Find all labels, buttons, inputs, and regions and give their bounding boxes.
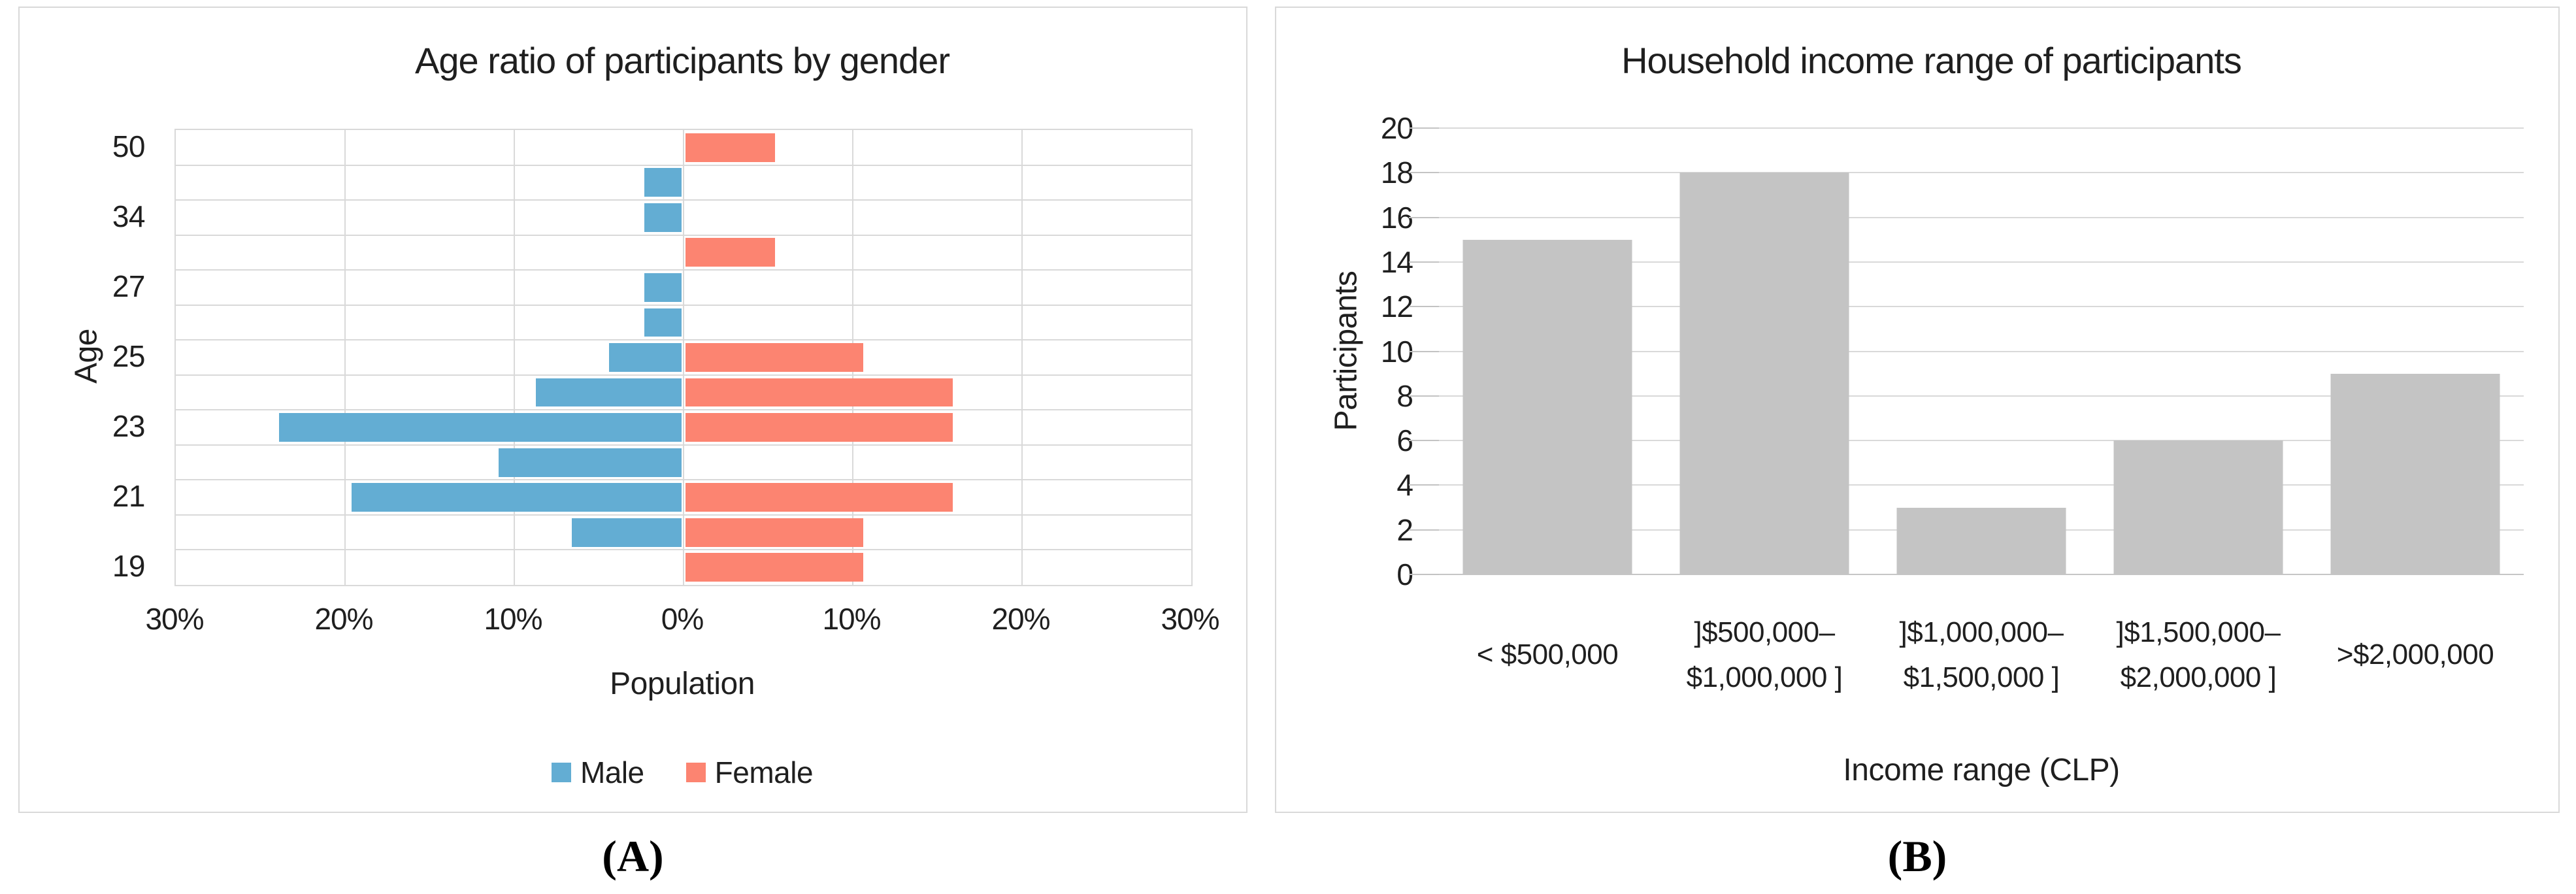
male-bar xyxy=(608,343,682,372)
income-bar xyxy=(2113,440,2283,574)
age-tick-label: 34 xyxy=(112,199,146,233)
income-axis-tick xyxy=(1409,574,1439,575)
male-bar xyxy=(499,448,682,477)
income-category-labels: < $500,000 ]$500,000– $1,000,000 ] ]$1,000… xyxy=(1439,598,2524,712)
income-gridline xyxy=(1439,127,2524,129)
age-tick-label: 50 xyxy=(112,129,146,163)
age-tick-label: 21 xyxy=(112,479,146,514)
income-gridline xyxy=(1439,484,2524,486)
income-axis-tick xyxy=(1409,395,1439,397)
pyramid-chart-title: Age ratio of participants by gender xyxy=(415,40,950,81)
income-gridline xyxy=(1439,172,2524,174)
income-bar xyxy=(2330,373,2500,574)
income-category-label: ]$1,000,000– $1,500,000 ] xyxy=(1899,616,2064,693)
income-axis-tick xyxy=(1409,306,1439,308)
participants-y-tick-label: 20 xyxy=(1380,111,1413,145)
participants-y-tick-label: 18 xyxy=(1380,156,1413,190)
income-category-label: ]$1,500,000– $2,000,000 ] xyxy=(2116,616,2281,693)
income-axis-tick xyxy=(1409,529,1439,531)
income-x-axis-title: Income range (CLP) xyxy=(1843,753,2120,787)
female-swatch-icon xyxy=(685,763,706,782)
pyramid-plot-area xyxy=(174,129,1193,586)
participants-y-tick-label: 12 xyxy=(1380,290,1413,324)
pyramid-age-tick-labels: 50 34 27 25 23 21 19 xyxy=(80,129,146,584)
age-tick-label: 19 xyxy=(112,549,146,584)
participants-y-tick-label: 16 xyxy=(1380,200,1413,235)
income-bar xyxy=(1679,173,1849,574)
income-gridline xyxy=(1439,574,2524,575)
female-bar xyxy=(685,343,863,372)
participants-y-tick-label: 14 xyxy=(1380,244,1413,279)
income-category-label: >$2,000,000 xyxy=(2336,638,2494,671)
male-bar xyxy=(644,168,682,197)
female-bar xyxy=(685,413,953,442)
age-tick-label: 25 xyxy=(112,339,146,373)
female-bar xyxy=(685,553,863,582)
income-axis-tick xyxy=(1409,484,1439,486)
legend-item-female: Female xyxy=(685,755,814,790)
panel-b: Household income range of participants P… xyxy=(1275,7,2560,813)
male-bar xyxy=(644,308,682,337)
male-bar xyxy=(351,483,682,512)
income-gridline xyxy=(1439,216,2524,218)
income-axis-tick xyxy=(1409,440,1439,442)
male-bar xyxy=(536,378,682,407)
age-tick-label: 27 xyxy=(112,269,146,303)
pyramid-percent-gridline xyxy=(513,130,515,585)
female-bar xyxy=(685,483,953,512)
income-axis-tick xyxy=(1409,261,1439,263)
female-bar xyxy=(685,133,776,162)
income-category-label: < $500,000 xyxy=(1476,638,1619,671)
income-axis-tick xyxy=(1409,216,1439,218)
income-axis-tick xyxy=(1409,172,1439,174)
male-bar xyxy=(278,413,682,442)
income-axis-tick xyxy=(1409,350,1439,352)
income-bar xyxy=(1896,507,2066,574)
income-gridline xyxy=(1439,395,2524,397)
population-x-tick-label: 30% xyxy=(145,602,204,636)
legend-item-male: Male xyxy=(551,755,644,790)
caption-panel-b: (B) xyxy=(1887,831,1947,881)
income-gridline xyxy=(1439,350,2524,352)
population-x-tick-label: 20% xyxy=(991,602,1050,636)
male-bar xyxy=(644,273,682,302)
income-gridline xyxy=(1439,440,2524,442)
income-gridline xyxy=(1439,261,2524,263)
female-bar xyxy=(685,378,953,407)
panel-a: Age ratio of participants by gender Age … xyxy=(18,7,1247,813)
income-y-tick-labels: 0 2 4 6 8 10 12 14 16 18 20 xyxy=(1354,111,1413,591)
pyramid-x-axis-title: Population xyxy=(610,667,755,701)
pyramid-legend: Male Female xyxy=(174,753,1190,792)
income-chart-title: Household income range of participants xyxy=(1621,40,2242,81)
income-bar xyxy=(1462,239,1632,574)
pyramid-percent-gridline xyxy=(1021,130,1023,585)
pyramid-x-tick-labels: 30% 20% 10% 0% 10% 20% 30% xyxy=(145,599,1219,638)
male-swatch-icon xyxy=(551,763,571,782)
legend-label: Male xyxy=(580,755,644,789)
population-x-tick-label: 0% xyxy=(661,602,704,636)
income-plot-area xyxy=(1409,127,2524,575)
male-bar xyxy=(571,518,682,547)
population-x-tick-label: 10% xyxy=(484,602,542,636)
participants-y-tick-label: 10 xyxy=(1380,334,1413,369)
population-x-tick-label: 20% xyxy=(314,602,373,636)
income-gridline xyxy=(1439,306,2524,308)
male-bar xyxy=(644,203,682,232)
caption-panel-a: (A) xyxy=(602,831,664,881)
population-x-tick-label: 10% xyxy=(822,602,881,636)
age-tick-label: 23 xyxy=(112,409,146,444)
pyramid-percent-gridline xyxy=(683,130,684,585)
female-bar xyxy=(685,238,776,267)
pyramid-percent-gridline xyxy=(344,130,346,585)
female-bar xyxy=(685,518,863,547)
income-category-label: ]$500,000– $1,000,000 ] xyxy=(1686,616,1843,693)
income-axis-tick xyxy=(1409,127,1439,129)
legend-label: Female xyxy=(714,755,814,789)
population-x-tick-label: 30% xyxy=(1161,602,1219,636)
